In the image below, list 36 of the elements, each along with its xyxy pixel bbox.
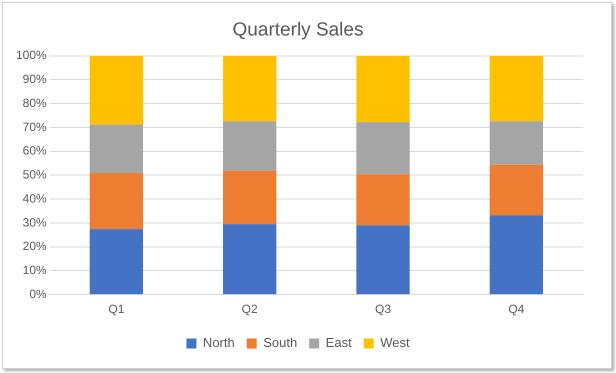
- y-tick-label: 80%: [22, 96, 48, 110]
- y-tick-label: 90%: [22, 72, 48, 86]
- bar: [223, 170, 276, 224]
- bar: [356, 56, 410, 122]
- bar: [490, 56, 543, 122]
- bar: [90, 56, 144, 125]
- chart-title: Quarterly Sales: [232, 20, 364, 41]
- bar: [223, 121, 276, 171]
- y-tick-label: 50%: [22, 168, 48, 182]
- legend-label: South: [263, 335, 298, 350]
- legend-label: North: [202, 335, 235, 350]
- bar: [90, 124, 144, 174]
- bar: [90, 229, 144, 294]
- bar: [90, 173, 144, 230]
- x-tick-label: Q4: [508, 302, 525, 316]
- legend-label: East: [326, 335, 352, 350]
- bar: [356, 225, 410, 294]
- y-tick-label: 70%: [22, 120, 48, 134]
- y-tick-label: 0%: [29, 286, 48, 301]
- y-tick-label: 20%: [22, 239, 48, 254]
- legend-label: West: [380, 335, 410, 350]
- y-tick-label: 60%: [22, 144, 48, 158]
- y-tick-label: 30%: [22, 215, 48, 230]
- bar: [223, 56, 276, 122]
- bar: [490, 121, 543, 165]
- y-tick-label: 100%: [16, 48, 48, 62]
- bar: [356, 174, 410, 226]
- y-tick-label: 40%: [22, 191, 48, 206]
- bar: [490, 216, 543, 294]
- bar: [490, 164, 543, 216]
- x-tick-label: Q1: [108, 302, 125, 316]
- bar: [223, 224, 276, 294]
- x-tick-label: Q2: [242, 302, 258, 316]
- y-tick-label: 10%: [22, 263, 48, 278]
- x-tick-label: Q3: [375, 302, 392, 316]
- bar: [356, 122, 410, 174]
